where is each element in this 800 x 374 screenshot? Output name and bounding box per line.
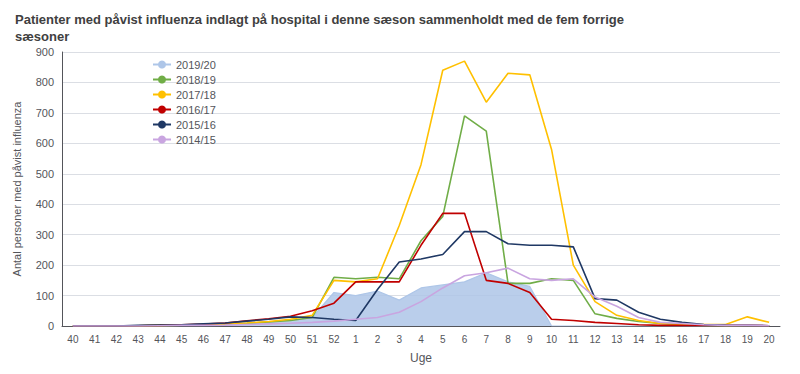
svg-text:40: 40 <box>67 334 79 345</box>
svg-text:6: 6 <box>462 334 468 345</box>
svg-text:15: 15 <box>655 334 667 345</box>
svg-text:9: 9 <box>527 334 533 345</box>
svg-text:12: 12 <box>589 334 601 345</box>
svg-text:2019/20: 2019/20 <box>176 59 216 71</box>
svg-text:41: 41 <box>89 334 101 345</box>
svg-text:45: 45 <box>176 334 188 345</box>
svg-text:7: 7 <box>483 334 489 345</box>
svg-text:700: 700 <box>36 107 54 119</box>
svg-text:48: 48 <box>241 334 253 345</box>
svg-text:300: 300 <box>36 229 54 241</box>
svg-text:46: 46 <box>198 334 210 345</box>
svg-text:2017/18: 2017/18 <box>176 89 216 101</box>
svg-text:400: 400 <box>36 198 54 210</box>
svg-text:500: 500 <box>36 168 54 180</box>
svg-text:5: 5 <box>440 334 446 345</box>
svg-text:18: 18 <box>720 334 732 345</box>
svg-text:1: 1 <box>353 334 359 345</box>
svg-text:600: 600 <box>36 137 54 149</box>
svg-text:14: 14 <box>633 334 645 345</box>
svg-text:51: 51 <box>307 334 319 345</box>
svg-text:Antal personer med påvist infl: Antal personer med påvist influenza <box>11 101 23 277</box>
svg-text:19: 19 <box>742 334 754 345</box>
svg-text:200: 200 <box>36 259 54 271</box>
svg-text:Uge: Uge <box>410 351 432 365</box>
svg-text:47: 47 <box>220 334 232 345</box>
svg-text:44: 44 <box>154 334 166 345</box>
svg-text:4: 4 <box>418 334 424 345</box>
svg-text:2016/17: 2016/17 <box>176 104 216 116</box>
svg-text:50: 50 <box>285 334 297 345</box>
svg-text:100: 100 <box>36 290 54 302</box>
svg-text:900: 900 <box>36 46 54 58</box>
svg-text:2014/15: 2014/15 <box>176 134 216 146</box>
svg-text:8: 8 <box>505 334 511 345</box>
svg-text:52: 52 <box>328 334 340 345</box>
svg-text:2018/19: 2018/19 <box>176 74 216 86</box>
svg-text:10: 10 <box>546 334 558 345</box>
svg-text:2015/16: 2015/16 <box>176 119 216 131</box>
svg-text:49: 49 <box>263 334 275 345</box>
svg-text:2: 2 <box>375 334 381 345</box>
svg-text:Patienter med påvist influenza: Patienter med påvist influenza indlagt p… <box>15 12 624 27</box>
svg-text:13: 13 <box>611 334 623 345</box>
svg-text:20: 20 <box>764 334 776 345</box>
svg-text:0: 0 <box>48 320 54 332</box>
svg-text:3: 3 <box>396 334 402 345</box>
svg-text:800: 800 <box>36 76 54 88</box>
svg-text:16: 16 <box>677 334 689 345</box>
svg-text:11: 11 <box>568 334 579 345</box>
svg-text:17: 17 <box>698 334 710 345</box>
svg-text:42: 42 <box>111 334 123 345</box>
svg-text:sæsoner: sæsoner <box>15 29 69 44</box>
svg-text:43: 43 <box>133 334 145 345</box>
